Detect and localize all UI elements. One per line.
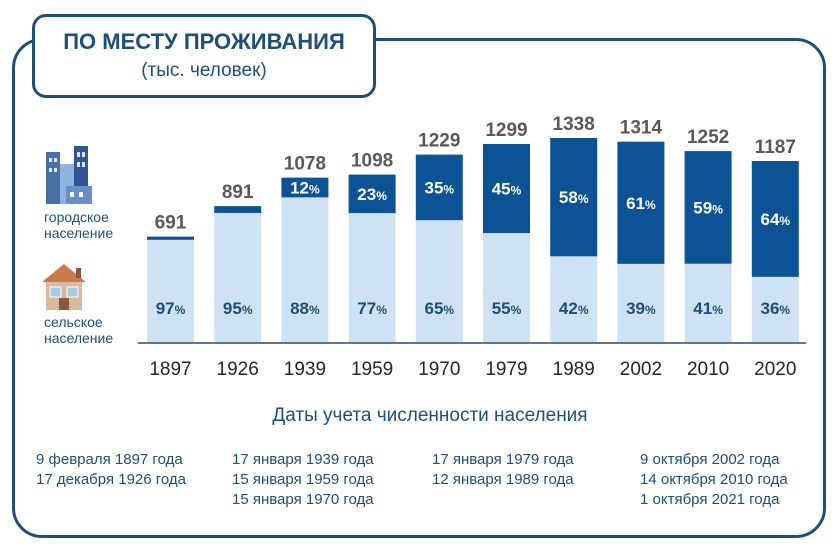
urban-pct-label-1979: 45% [492,180,522,199]
total-label-2020: 1187 [755,137,796,158]
rural-pct-label-1897: 97% [156,299,186,318]
x-tick-label-2010: 2010 [687,359,729,380]
bar-urban-2010 [684,151,732,264]
census-date: 15 января 1970 года [232,491,374,508]
total-label-2010: 1252 [687,127,729,148]
bar-rural-2002 [617,263,665,342]
total-label-1939: 1078 [284,154,326,175]
bar-urban-1897 [147,236,194,240]
bar-rural-1959 [348,213,396,342]
rural-pct-label-1926: 95% [223,299,253,318]
census-dates-col-3: 17 января 1979 года 12 января 1989 года [432,450,574,490]
bar-urban-1926 [214,206,262,213]
urban-pct-label-1959: 23% [357,185,387,204]
bar-urban-1979 [483,143,530,234]
census-date: 1 октября 2021 года [640,491,780,508]
bar-urban-1939 [281,177,329,198]
total-label-1897: 691 [155,213,187,234]
census-date: 17 января 1979 года [432,451,574,468]
census-date: 14 октября 2010 года [640,471,788,488]
census-dates-col-2: 17 января 1939 года 15 января 1959 года … [232,450,374,510]
rural-pct-label-1989: 42% [559,299,589,318]
urban-pct-label-2002: 61% [626,194,656,213]
census-date: 17 января 1939 года [232,451,374,468]
legend-urban-label: городское население [44,209,114,241]
rural-pct-label-2010: 41% [693,299,723,318]
bar-rural-1970 [415,220,463,342]
rural-pct-label-1959: 77% [357,299,387,318]
rural-pct-label-2002: 39% [626,299,656,318]
x-tick-label-2002: 2002 [620,359,662,380]
rural-pct-label-1939: 88% [290,299,320,318]
total-label-1970: 1229 [418,131,460,152]
total-label-1979: 1299 [485,120,527,141]
census-date: 9 февраля 1897 года [36,451,183,468]
urban-pct-label-1970: 35% [425,178,455,197]
bar-urban-1959 [348,174,396,214]
x-tick-label-1979: 1979 [485,359,527,380]
total-label-2002: 1314 [620,118,663,139]
chart-frame [12,38,826,538]
x-tick-label-1897: 1897 [149,359,191,380]
x-tick-label-1989: 1989 [553,359,595,380]
urban-pct-label-1989: 58% [559,188,589,207]
bar-rural-1989 [550,256,598,342]
census-date: 15 января 1959 года [232,471,374,488]
house-icon [42,264,86,310]
rural-pct-label-2020: 36% [761,299,791,318]
legend-rural-label: сельское население [44,314,114,346]
bar-rural-1897 [147,239,194,342]
bar-urban-1989 [550,138,598,257]
bar-urban-2020 [751,161,799,277]
census-dates-col-1: 9 февраля 1897 года 17 декабря 1926 года [36,450,186,490]
title-box: ПО МЕСТУ ПРОЖИВАНИЯ (тыс. человек) [32,14,376,98]
x-tick-label-1970: 1970 [418,359,460,380]
urban-pct-label-2010: 59% [693,198,723,217]
census-dates-col-4: 9 октября 2002 года 14 октября 2010 года… [640,450,788,510]
total-label-1989: 1338 [553,114,595,135]
total-label-1926: 891 [222,182,254,203]
bar-urban-2002 [617,141,665,264]
bar-rural-2010 [684,263,732,342]
total-label-1959: 1098 [351,151,393,172]
census-date: 9 октября 2002 года [640,451,780,468]
x-tick-label-1939: 1939 [284,359,326,380]
census-date: 12 января 1989 года [432,471,574,488]
rural-pct-label-1979: 55% [492,299,522,318]
x-axis-title: Даты учета численности населения [272,405,588,426]
rural-pct-label-1970: 65% [425,299,455,318]
census-date: 17 декабря 1926 года [36,471,187,488]
bar-rural-2020 [751,276,799,342]
chart-subtitle: (тыс. человек) [141,60,267,81]
x-tick-label-1926: 1926 [217,359,259,380]
bar-rural-1979 [483,233,530,342]
urban-pct-label-2020: 64% [761,210,791,229]
city-buildings-icon [46,146,92,204]
urban-pct-label-1939: 12% [290,179,320,198]
x-tick-label-2020: 2020 [754,359,796,380]
chart-title: ПО МЕСТУ ПРОЖИВАНИЯ [63,29,345,54]
bar-rural-1939 [281,197,329,342]
x-tick-label-1959: 1959 [351,359,393,380]
bar-urban-1970 [415,154,463,221]
bar-rural-1926 [214,212,262,342]
bars-layer: 691 97% 1897 891 95% 1926 1078 12% 88% 1939 1098 23… [147,114,799,380]
